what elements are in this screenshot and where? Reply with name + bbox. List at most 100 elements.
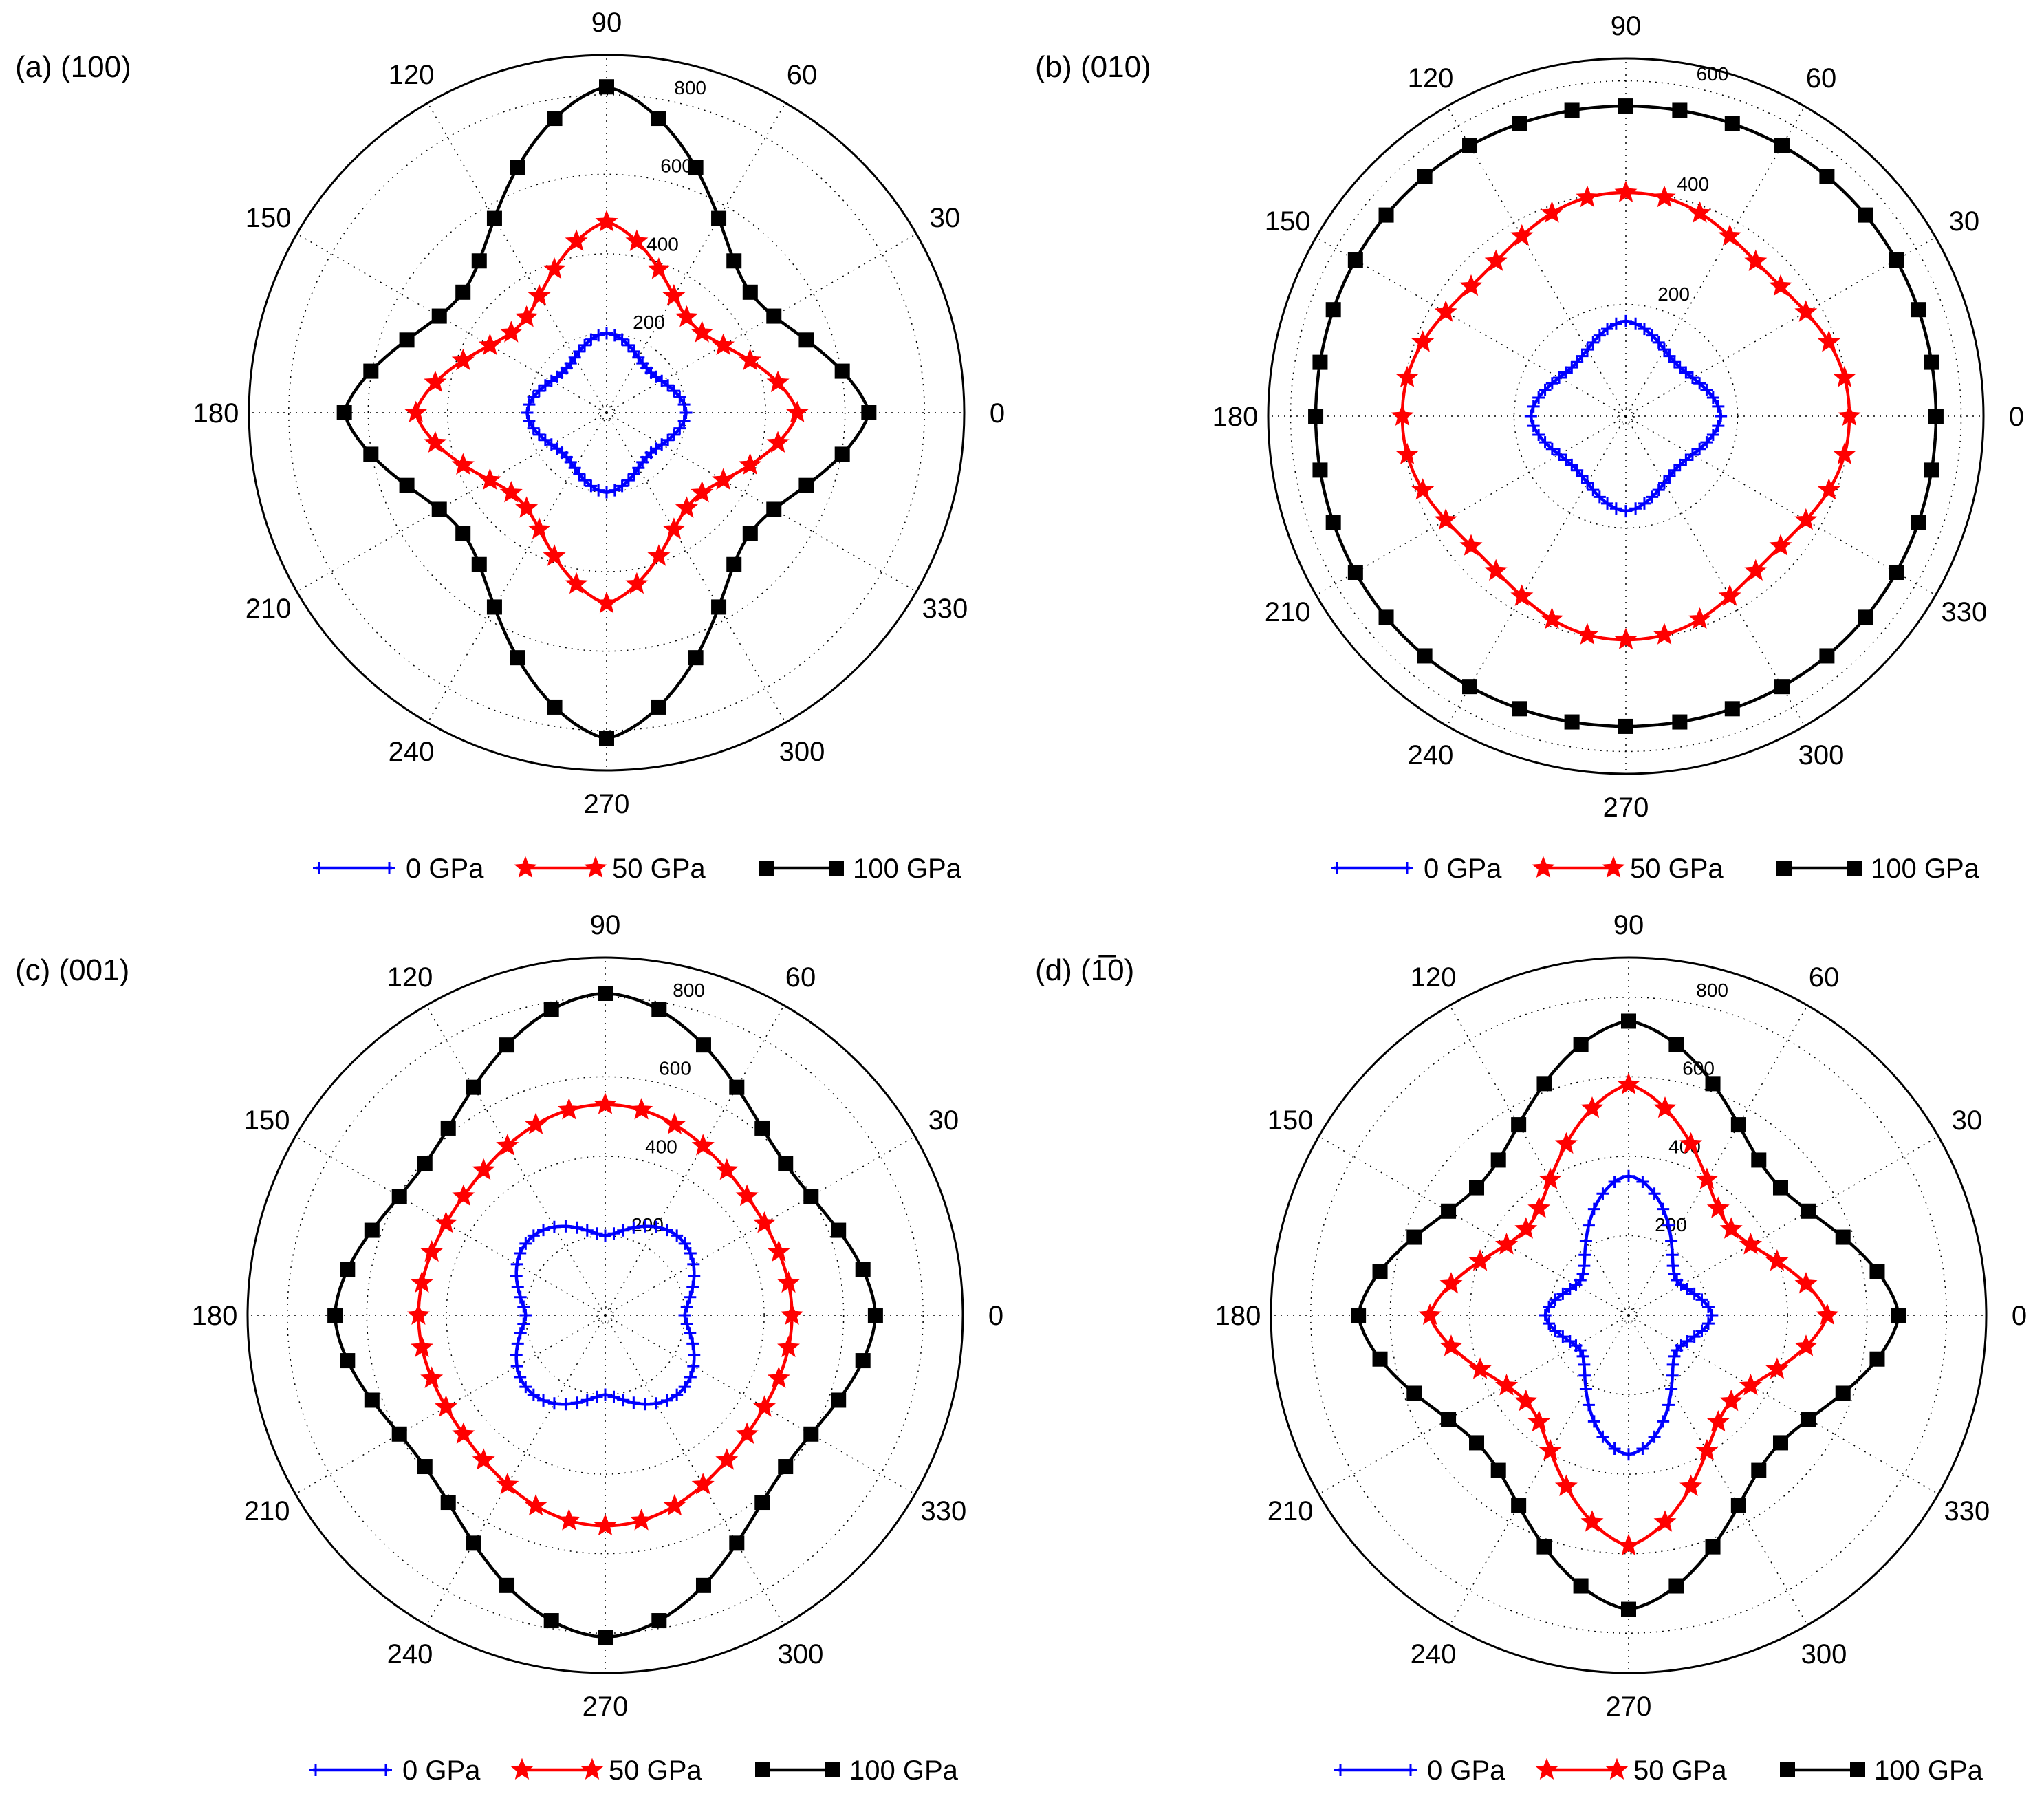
radial-grid-circle (288, 94, 925, 731)
angular-grid-line (606, 412, 786, 723)
data-point (585, 479, 598, 493)
data-point (1579, 1383, 1592, 1396)
data-point (1527, 420, 1540, 433)
data-point (391, 1426, 407, 1442)
data-point (662, 433, 675, 446)
legend-marker (584, 856, 607, 878)
angle-tick-label: 60 (1809, 962, 1840, 993)
angular-grid-line (427, 412, 607, 723)
data-point (1679, 453, 1693, 466)
legend-label: 0 GPa (406, 854, 484, 884)
data-point (499, 481, 523, 503)
data-point (1462, 679, 1478, 695)
data-point (688, 1269, 701, 1282)
radial-grid-circle (1310, 997, 1947, 1634)
data-point (1596, 1430, 1609, 1443)
data-point (515, 305, 539, 327)
data-point (729, 1535, 745, 1551)
data-point (1706, 1409, 1730, 1432)
data-point (1672, 102, 1688, 118)
polar-panel-b: 0 30 60 90 120 150 180 210 240 270 300 330 200 400 600… (1035, 11, 2024, 884)
data-point (1695, 1324, 1708, 1337)
data-point (671, 1388, 684, 1401)
legend-label: 100 GPa (1871, 854, 1980, 884)
polar-panel-c: 0306090120150180210240270300330200400600… (15, 910, 1003, 1786)
data-point (1751, 1462, 1767, 1478)
data-point (1662, 1219, 1675, 1232)
angle-tick-label: 180 (1215, 1301, 1261, 1331)
data-point (559, 1220, 572, 1233)
legend-marker (755, 1762, 770, 1777)
data-point (523, 414, 536, 427)
data-point (1657, 343, 1671, 356)
angle-tick-label: 330 (921, 1496, 967, 1526)
data-point (1532, 428, 1545, 441)
data-point (514, 1370, 527, 1383)
data-point (777, 1271, 800, 1293)
data-point (1593, 490, 1606, 504)
angle-tick-label: 30 (930, 203, 961, 233)
data-point (650, 1220, 663, 1233)
angular-grid-line (605, 1315, 915, 1495)
angle-tick-label: 150 (1268, 1105, 1314, 1136)
data-point (767, 1240, 790, 1262)
data-point (1679, 1132, 1703, 1154)
legend-marker (1535, 1758, 1558, 1780)
data-point (1891, 1308, 1906, 1323)
legend-marker (1602, 856, 1625, 878)
series-100-gpa (336, 79, 877, 746)
data-point (514, 1247, 527, 1260)
data-point (499, 1037, 515, 1053)
angle-tick-label: 180 (192, 1301, 238, 1331)
data-point (1668, 1350, 1681, 1363)
angle-tick-label: 60 (785, 962, 816, 993)
data-point (1706, 1196, 1730, 1218)
data-point (1668, 1578, 1684, 1594)
legend-marker (514, 856, 537, 878)
legend-label: 100 GPa (1874, 1755, 1983, 1786)
angular-grid-line (296, 233, 607, 413)
data-point (778, 1156, 794, 1171)
data-point (754, 1120, 770, 1136)
legend: 0 GPa 50 GPa 100 GPa (309, 1755, 959, 1786)
data-point (471, 556, 487, 572)
data-point (590, 1227, 603, 1240)
data-point (466, 1535, 481, 1551)
data-point (729, 1079, 745, 1095)
data-point (1462, 138, 1478, 153)
data-point (1695, 1167, 1719, 1189)
data-point (650, 1397, 663, 1410)
data-point (1774, 138, 1790, 153)
angle-tick-label: 90 (590, 910, 621, 940)
data-point (691, 481, 714, 503)
series-50-gpa (404, 210, 809, 614)
data-point (1819, 169, 1835, 184)
data-point (1574, 1343, 1587, 1356)
angle-tick-label: 300 (779, 737, 825, 767)
data-point (673, 422, 686, 435)
data-point (1801, 1203, 1816, 1219)
data-point (1593, 329, 1606, 342)
legend-marker (1331, 862, 1343, 874)
data-point (1312, 462, 1328, 478)
data-point (739, 348, 762, 371)
angular-grid-line (426, 1315, 606, 1625)
data-point (1924, 462, 1939, 478)
data-point (523, 398, 536, 411)
data-point (1411, 330, 1435, 352)
data-point (834, 363, 850, 379)
data-point (1532, 391, 1545, 404)
data-point (678, 1309, 691, 1321)
data-point (1580, 1510, 1604, 1532)
data-point (340, 1353, 356, 1369)
data-point (1312, 354, 1328, 370)
data-point (1724, 116, 1740, 131)
data-point (528, 517, 551, 539)
data-point (537, 1224, 550, 1237)
data-point (1668, 1037, 1684, 1052)
angle-tick-label: 120 (387, 962, 433, 993)
data-point (1609, 317, 1622, 330)
data-point (1406, 1229, 1422, 1245)
data-point (417, 1156, 433, 1171)
angle-tick-label: 90 (591, 8, 622, 38)
